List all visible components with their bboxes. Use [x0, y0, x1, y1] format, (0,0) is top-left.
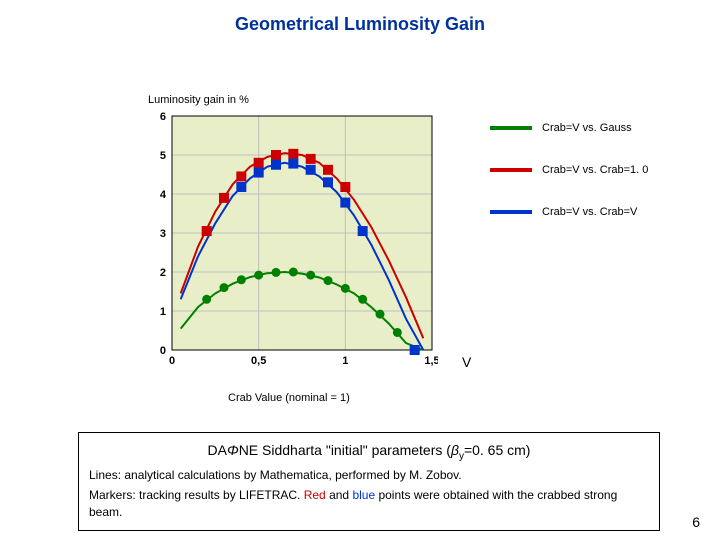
page-number: 6 — [692, 514, 700, 530]
svg-text:4: 4 — [160, 189, 167, 201]
svg-text:3: 3 — [160, 228, 166, 240]
notes-line2-b: and — [326, 488, 353, 502]
legend-item: Crab=V vs. Crab=V — [490, 204, 648, 220]
luminosity-chart: 0 0,5 1 1,5 0 1 2 3 4 5 6 — [148, 110, 438, 375]
legend: Crab=V vs. Gauss Crab=V vs. Crab=1. 0 Crab… — [490, 120, 648, 246]
notes-box: DAΦNE Siddharta "initial" parameters (βy… — [78, 432, 660, 531]
notes-line-2: Markers: tracking results by LIFETRAC. R… — [89, 487, 649, 519]
phi-glyph: Φ — [227, 442, 239, 458]
x-axis-label: Crab Value (nominal = 1) — [228, 392, 350, 404]
svg-text:1,5: 1,5 — [424, 355, 438, 367]
svg-text:0: 0 — [169, 355, 175, 367]
svg-text:2: 2 — [160, 267, 166, 279]
legend-item: Crab=V vs. Gauss — [490, 120, 648, 136]
svg-text:0,5: 0,5 — [251, 355, 266, 367]
notes-heading-3: =0. 65 cm) — [464, 442, 531, 458]
svg-text:0: 0 — [160, 345, 166, 357]
legend-swatch — [490, 210, 532, 214]
notes-heading-1: DA — [208, 442, 227, 458]
chart-svg: 0 0,5 1 1,5 0 1 2 3 4 5 6 — [148, 110, 438, 370]
notes-line-1: Lines: analytical calculations by Mathem… — [89, 467, 649, 483]
svg-text:1: 1 — [342, 355, 348, 367]
page-title: Geometrical Luminosity Gain — [0, 14, 720, 35]
notes-red-word: Red — [304, 488, 326, 502]
beta-glyph: β — [451, 442, 459, 458]
notes-blue-word: blue — [352, 488, 375, 502]
y-axis-label: Luminosity gain in % — [148, 94, 249, 106]
v-annotation: V — [462, 354, 471, 370]
svg-text:5: 5 — [160, 150, 166, 162]
notes-heading: DAΦNE Siddharta "initial" parameters (βy… — [89, 441, 649, 463]
legend-label: Crab=V vs. Gauss — [542, 122, 632, 134]
svg-text:1: 1 — [160, 306, 166, 318]
legend-swatch — [490, 126, 532, 130]
svg-text:6: 6 — [160, 111, 166, 123]
legend-swatch — [490, 168, 532, 172]
legend-label: Crab=V vs. Crab=V — [542, 206, 637, 218]
legend-label: Crab=V vs. Crab=1. 0 — [542, 164, 648, 176]
notes-heading-2: NE Siddharta "initial" parameters ( — [239, 442, 451, 458]
notes-line2-a: Markers: tracking results by LIFETRAC. — [89, 488, 304, 502]
legend-item: Crab=V vs. Crab=1. 0 — [490, 162, 648, 178]
